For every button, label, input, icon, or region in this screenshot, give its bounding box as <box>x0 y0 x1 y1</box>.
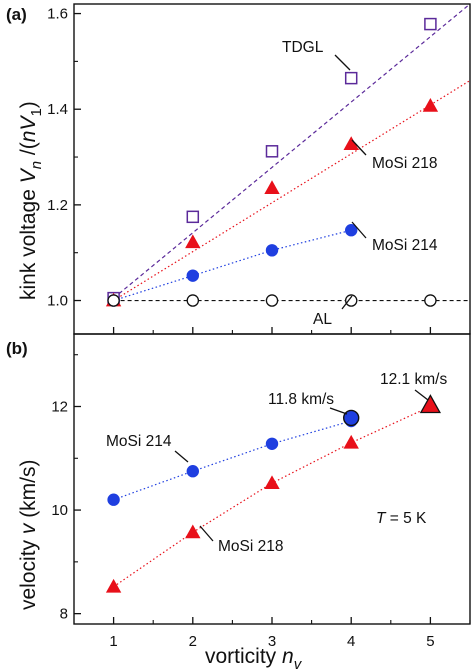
mosi218-a-leader <box>351 139 367 156</box>
mosi-214-point <box>186 465 200 478</box>
y-tick-label: 1.2 <box>47 197 68 214</box>
x-tick-label: 1 <box>109 633 117 650</box>
panel-b-markers <box>105 394 442 593</box>
tdgl-point <box>186 210 200 224</box>
y-tick-label: 12 <box>51 399 68 416</box>
mosi-218-point <box>105 578 122 593</box>
panel-b-label: (b) <box>6 339 28 358</box>
mosi-214-point <box>265 437 279 450</box>
tdgl-leader <box>334 54 351 71</box>
x-tick-label: 2 <box>189 633 197 650</box>
tdgl-point <box>424 17 437 31</box>
al-label: AL <box>313 311 332 328</box>
mosi218-b-label: MoSi 218 <box>218 538 283 555</box>
panel-a-annotations: TDGL MoSi 218 MoSi 214 AL <box>282 39 438 328</box>
panel-a-x-ticks <box>112 327 471 334</box>
mosi-218-point <box>343 434 359 449</box>
al-point <box>107 294 120 307</box>
panel-a-y-label: kink voltage Vn /(nV1) <box>17 101 45 300</box>
highlight-point-12-1 <box>419 394 442 414</box>
mosi-218-point <box>185 524 201 539</box>
mosi214-b-leader <box>174 450 189 463</box>
x-tick-label: 5 <box>426 633 434 650</box>
leader-11-8 <box>329 407 348 415</box>
al-point <box>424 294 437 307</box>
y-tick-label: 10 <box>51 502 68 519</box>
panel-a-series-lines <box>113 4 470 302</box>
mosi-214-point <box>265 244 279 257</box>
mosi-218-point <box>185 234 201 249</box>
label-11-8: 11.8 km/s <box>268 391 334 408</box>
tdgl-point <box>265 145 279 158</box>
mosi-214-point <box>345 224 358 237</box>
x-tick-label: 4 <box>347 633 355 650</box>
mosi-218-point <box>264 475 280 490</box>
panel-b-y-label: velocity v (km/s) <box>17 459 40 610</box>
temperature-label: T = 5 K <box>376 510 427 527</box>
tdgl-label: TDGL <box>282 39 324 56</box>
mosi214-b-label: MoSi 214 <box>106 433 172 450</box>
mosi218-fit-line <box>113 80 470 302</box>
y-tick-label: 1.6 <box>47 6 68 23</box>
y-tick-label: 1.4 <box>47 101 68 118</box>
y-tick-label: 1.0 <box>47 293 68 310</box>
highlight-point-11-8 <box>343 409 360 427</box>
mosi-214-series-line <box>113 420 352 501</box>
mosi-218-point <box>422 98 439 112</box>
panel-b-y-ticks: 8 10 12 <box>51 354 81 623</box>
tdgl-fit-line <box>113 4 470 299</box>
mosi218-a-label: MoSi 218 <box>372 155 437 172</box>
panel-a-label: (a) <box>6 5 27 24</box>
x-tick-label: 3 <box>268 633 276 650</box>
panel-b-x-ticks: 1 2 3 4 5 <box>109 617 471 650</box>
mosi-214-point <box>186 269 200 282</box>
mosi-214-point <box>107 493 120 506</box>
al-point <box>265 294 279 307</box>
leader-12-1 <box>414 389 429 401</box>
al-point <box>186 294 200 307</box>
panel-a-y-ticks: 1.0 1.2 1.4 1.6 <box>47 6 81 310</box>
al-leader <box>341 295 353 310</box>
panel-a-markers <box>105 17 439 307</box>
al-point <box>344 294 358 307</box>
mosi214-a-label: MoSi 214 <box>372 237 438 254</box>
mosi-218-point <box>343 136 359 151</box>
panel-a: (a) 1.0 1.2 1.4 1.6 TDGL MoSi 218 MoSi 214 … <box>6 3 471 335</box>
mosi-218-point <box>264 180 280 195</box>
mosi-214-series-line <box>113 229 352 302</box>
y-tick-label: 8 <box>60 606 68 623</box>
panel-b-annotations: 11.8 km/s 12.1 km/s MoSi 214 MoSi 218 T … <box>106 371 447 555</box>
mosi218-b-leader <box>199 525 214 542</box>
x-axis-label: vorticity nv <box>205 645 303 671</box>
label-12-1: 12.1 km/s <box>380 371 447 388</box>
tdgl-point <box>344 71 358 85</box>
mosi214-a-leader <box>351 221 367 239</box>
